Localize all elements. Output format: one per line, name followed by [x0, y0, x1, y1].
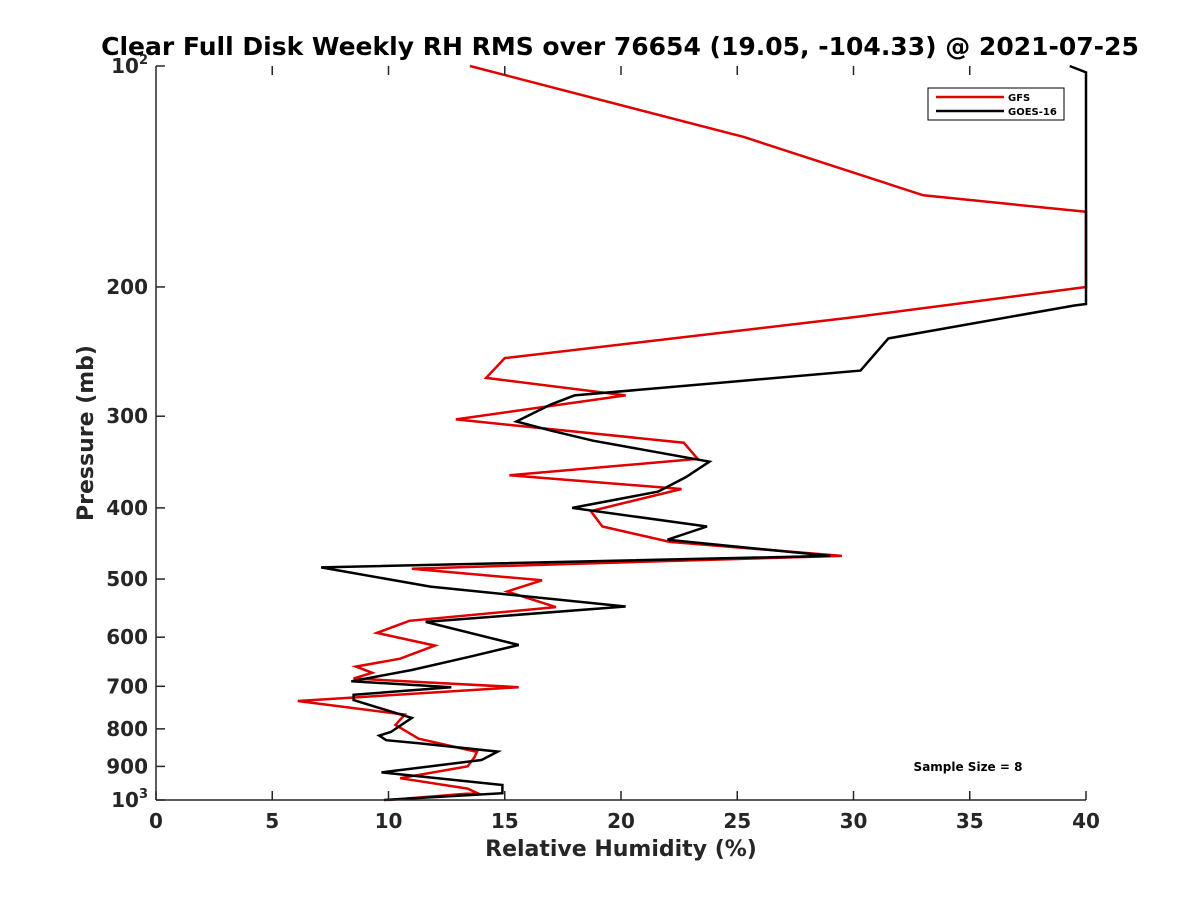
y-tick-label-700: 700 [106, 674, 148, 698]
x-tick-label-5: 5 [265, 809, 279, 833]
chart-title: Clear Full Disk Weekly RH RMS over 76654… [101, 32, 1139, 61]
y-tick-label-900: 900 [106, 754, 148, 778]
x-tick-label-25: 25 [723, 809, 751, 833]
series-group [297, 64, 1088, 802]
x-tick-label-10: 10 [375, 809, 403, 833]
x-tick-label-0: 0 [149, 809, 163, 833]
plot-background [156, 66, 1086, 800]
y-tick-label-800: 800 [106, 717, 148, 741]
legend-label-goes16: GOES-16 [1008, 107, 1057, 118]
x-tick-label-40: 40 [1072, 809, 1100, 833]
y-tick-label-200: 200 [106, 275, 148, 299]
y-tick-label-100: 102 [111, 53, 148, 78]
plot-area: 0 5 10 15 20 25 30 35 40 102 200 300 400 500 600 700 80… [106, 53, 1100, 833]
y-tick-label-600: 600 [106, 625, 148, 649]
y-axis-ticks: 102 200 300 400 500 600 700 800 900 103 [106, 53, 165, 812]
legend-label-gfs: GFS [1008, 93, 1030, 104]
y-tick-label-1000: 103 [111, 787, 148, 812]
x-axis-label: Relative Humidity (%) [485, 837, 757, 862]
y-tick-label-400: 400 [106, 496, 148, 520]
legend-box [927, 87, 1065, 121]
x-tick-label-15: 15 [491, 809, 519, 833]
x-tick-label-20: 20 [607, 809, 635, 833]
y-tick-label-500: 500 [106, 567, 148, 591]
x-tick-label-30: 30 [840, 809, 868, 833]
y-tick-label-300: 300 [106, 404, 148, 428]
series-line-goes-16 [320, 64, 1088, 802]
sample-size-annotation: Sample Size = 8 [914, 760, 1023, 774]
y-axis-label: Pressure (mb) [74, 345, 99, 521]
x-axis-ticks: 0 5 10 15 20 25 30 35 40 [149, 66, 1100, 833]
x-tick-label-35: 35 [956, 809, 984, 833]
legend: GFS GOES-16 [927, 87, 1065, 121]
series-line-gfs [297, 64, 1088, 802]
